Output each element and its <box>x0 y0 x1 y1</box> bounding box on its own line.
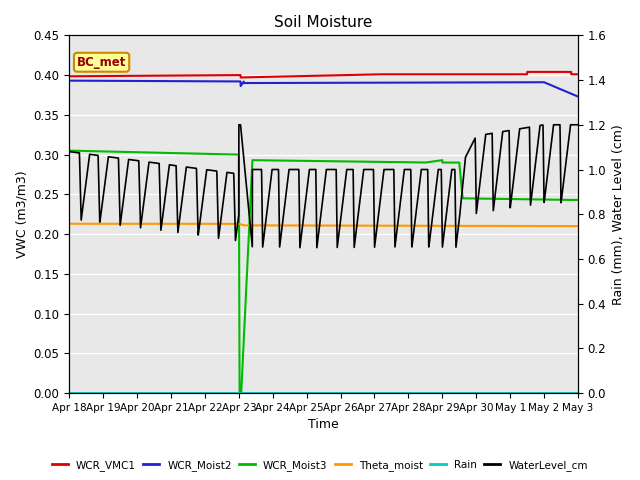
WaterLevel_cm <box>235 122 243 128</box>
Rain <box>467 390 474 396</box>
Theta_moist <box>467 223 474 229</box>
WaterLevel_cm <box>296 245 304 251</box>
Theta_moist <box>65 221 73 227</box>
WCR_VMC1 <box>467 72 474 77</box>
WaterLevel_cm <box>157 221 164 227</box>
Title: Soil Moisture: Soil Moisture <box>275 15 373 30</box>
WCR_Moist3 <box>573 197 581 203</box>
WCR_Moist2 <box>65 78 73 84</box>
Theta_moist <box>157 221 164 227</box>
Line: WCR_Moist2: WCR_Moist2 <box>69 81 578 96</box>
Rain <box>305 390 312 396</box>
WCR_Moist3 <box>574 197 582 203</box>
Line: WaterLevel_cm: WaterLevel_cm <box>69 125 578 248</box>
Line: WCR_Moist3: WCR_Moist3 <box>69 151 578 393</box>
Theta_moist <box>437 223 445 228</box>
Rain <box>437 390 445 396</box>
WaterLevel_cm <box>574 122 582 128</box>
WCR_Moist2 <box>157 78 164 84</box>
Rain <box>409 390 417 396</box>
X-axis label: Time: Time <box>308 419 339 432</box>
WCR_VMC1 <box>524 69 531 75</box>
Theta_moist <box>305 223 312 228</box>
WaterLevel_cm <box>573 122 581 128</box>
Rain <box>574 390 582 396</box>
WCR_VMC1 <box>438 72 445 77</box>
WCR_Moist2 <box>467 80 474 85</box>
Y-axis label: Rain (mm), Water Level (cm): Rain (mm), Water Level (cm) <box>612 124 625 305</box>
WCR_Moist3 <box>157 150 164 156</box>
WCR_Moist3 <box>467 195 474 201</box>
WCR_Moist2 <box>409 80 417 85</box>
Theta_moist <box>409 223 417 228</box>
Line: Theta_moist: Theta_moist <box>69 224 578 226</box>
WaterLevel_cm <box>65 149 73 155</box>
WCR_VMC1 <box>65 73 73 79</box>
WaterLevel_cm <box>467 145 474 151</box>
WCR_VMC1 <box>574 72 582 77</box>
WCR_VMC1 <box>157 73 164 79</box>
WCR_Moist2 <box>305 80 312 86</box>
WaterLevel_cm <box>438 179 445 185</box>
WCR_Moist3 <box>236 390 243 396</box>
Rain <box>157 390 164 396</box>
WaterLevel_cm <box>410 232 417 238</box>
WCR_Moist3 <box>410 159 417 165</box>
Theta_moist <box>574 223 582 229</box>
Text: BC_met: BC_met <box>77 56 126 69</box>
WCR_Moist3 <box>305 158 312 164</box>
Rain <box>65 390 73 396</box>
Rain <box>573 390 581 396</box>
Theta_moist <box>573 223 581 229</box>
WCR_Moist3 <box>65 148 73 154</box>
WCR_Moist2 <box>437 80 445 85</box>
WCR_VMC1 <box>237 74 244 80</box>
WCR_VMC1 <box>305 73 312 79</box>
Line: WCR_VMC1: WCR_VMC1 <box>69 72 578 77</box>
WCR_Moist2 <box>574 94 582 99</box>
Legend: WCR_VMC1, WCR_Moist2, WCR_Moist3, Theta_moist, Rain, WaterLevel_cm: WCR_VMC1, WCR_Moist2, WCR_Moist3, Theta_… <box>48 456 592 475</box>
Y-axis label: VWC (m3/m3): VWC (m3/m3) <box>15 170 28 258</box>
WCR_VMC1 <box>573 72 581 77</box>
WCR_VMC1 <box>410 72 417 77</box>
WCR_Moist3 <box>438 157 445 163</box>
WCR_Moist2 <box>573 94 581 99</box>
WaterLevel_cm <box>305 174 312 180</box>
